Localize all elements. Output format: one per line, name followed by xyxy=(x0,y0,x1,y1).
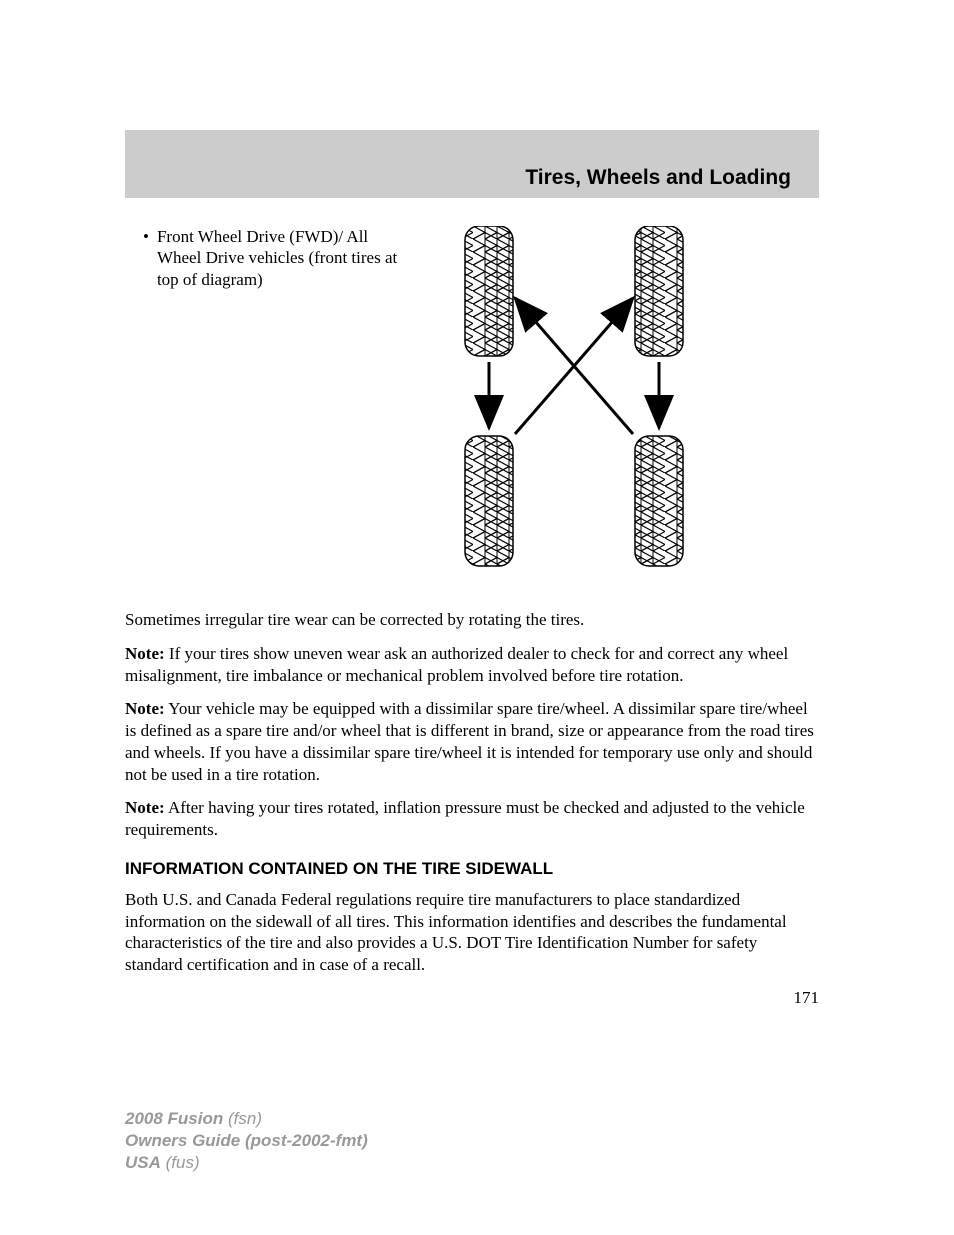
note-label: Note: xyxy=(125,798,165,817)
note-3: Note: After having your tires rotated, i… xyxy=(125,797,819,841)
note-1: Note: If your tires show uneven wear ask… xyxy=(125,643,819,687)
note-body: Your vehicle may be equipped with a diss… xyxy=(125,699,814,783)
manual-page: Tires, Wheels and Loading • Front Wheel … xyxy=(0,0,954,1235)
footer-guide: Owners Guide (post-2002-fmt) xyxy=(125,1131,368,1150)
section-heading: INFORMATION CONTAINED ON THE TIRE SIDEWA… xyxy=(125,859,819,879)
tire-front-right xyxy=(635,226,683,356)
section-body: Both U.S. and Canada Federal regulations… xyxy=(125,889,819,976)
bullet-list: • Front Wheel Drive (FWD)/ All Wheel Dri… xyxy=(125,226,405,571)
tire-front-left xyxy=(465,226,513,356)
footer-line-3: USA (fus) xyxy=(125,1152,819,1174)
paragraph-intro: Sometimes irregular tire wear can be cor… xyxy=(125,609,819,631)
footer-block: 2008 Fusion (fsn) Owners Guide (post-200… xyxy=(125,1108,819,1174)
bullet-text: Front Wheel Drive (FWD)/ All Wheel Drive… xyxy=(157,226,405,290)
note-body: If your tires show uneven wear ask an au… xyxy=(125,644,788,685)
bullet-dot-icon: • xyxy=(143,226,157,290)
note-body: After having your tires rotated, inflati… xyxy=(125,798,805,839)
footer-line-2: Owners Guide (post-2002-fmt) xyxy=(125,1130,819,1152)
note-2: Note: Your vehicle may be equipped with … xyxy=(125,698,819,785)
header-band: Tires, Wheels and Loading xyxy=(125,130,819,198)
footer-region-code: (fus) xyxy=(161,1153,200,1172)
footer-line-1: 2008 Fusion (fsn) xyxy=(125,1108,819,1130)
bullet-and-diagram-row: • Front Wheel Drive (FWD)/ All Wheel Dri… xyxy=(125,226,819,571)
footer-region: USA xyxy=(125,1153,161,1172)
footer-model: 2008 Fusion xyxy=(125,1109,223,1128)
tire-rotation-diagram xyxy=(425,226,819,571)
note-label: Note: xyxy=(125,699,165,718)
tire-rear-right xyxy=(635,436,683,566)
chapter-title: Tires, Wheels and Loading xyxy=(525,166,791,190)
bullet-item: • Front Wheel Drive (FWD)/ All Wheel Dri… xyxy=(143,226,405,290)
note-label: Note: xyxy=(125,644,165,663)
tire-rear-left xyxy=(465,436,513,566)
footer-code: (fsn) xyxy=(223,1109,262,1128)
page-number: 171 xyxy=(125,988,819,1008)
rotation-svg xyxy=(425,226,725,571)
